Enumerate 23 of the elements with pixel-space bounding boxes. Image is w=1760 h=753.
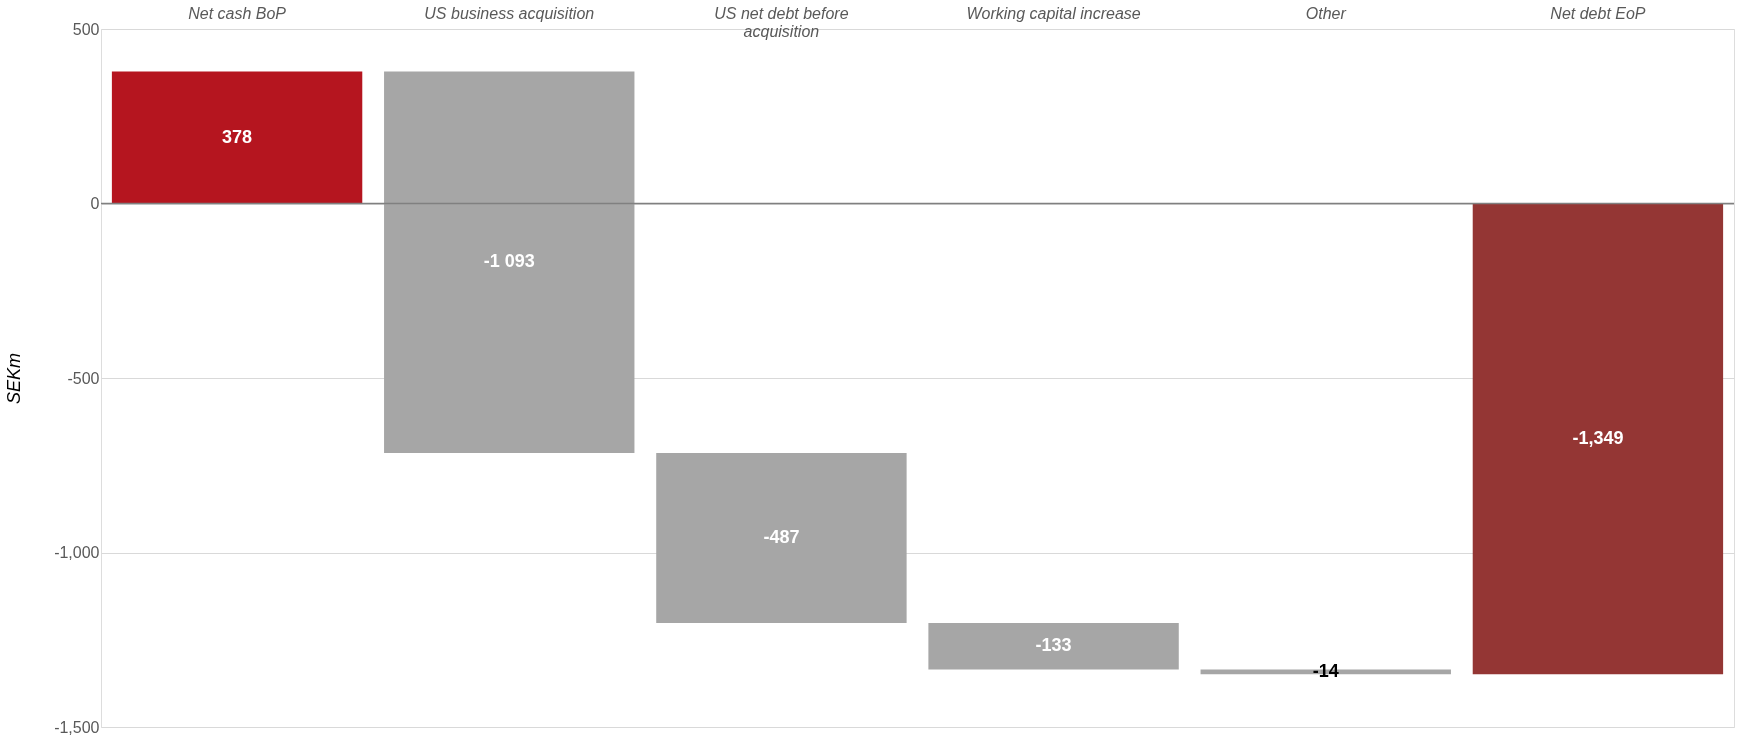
- data-label: 378: [222, 126, 253, 147]
- x-tick-label: Net debt EoP: [1550, 4, 1646, 22]
- x-tick-label: US business acquisition: [424, 4, 595, 22]
- data-label: -1 093: [483, 251, 535, 272]
- x-tick-label: Working capital increase: [966, 4, 1141, 22]
- bar: [111, 71, 363, 204]
- data-label: -133: [1035, 635, 1072, 656]
- data-label: -14: [1312, 660, 1339, 681]
- bar: [656, 453, 907, 623]
- data-label: -487: [763, 527, 800, 548]
- x-tick-label: Other: [1305, 4, 1347, 22]
- x-tick-label: Net cash BoP: [188, 4, 287, 22]
- bar: [1472, 203, 1724, 675]
- bar: [928, 623, 1179, 670]
- y-tick-label: -1,000: [54, 544, 100, 561]
- x-tick-label: US net debt before acquisition: [714, 4, 849, 40]
- y-tick-label: 500: [72, 20, 100, 38]
- data-label: -1,349: [1572, 427, 1624, 448]
- y-tick-label: -1,500: [54, 718, 100, 736]
- bar: [384, 71, 635, 454]
- y-tick-label: -500: [67, 369, 100, 387]
- y-tick-label: 0: [90, 195, 100, 212]
- y-axis-title: SEKm: [4, 352, 25, 405]
